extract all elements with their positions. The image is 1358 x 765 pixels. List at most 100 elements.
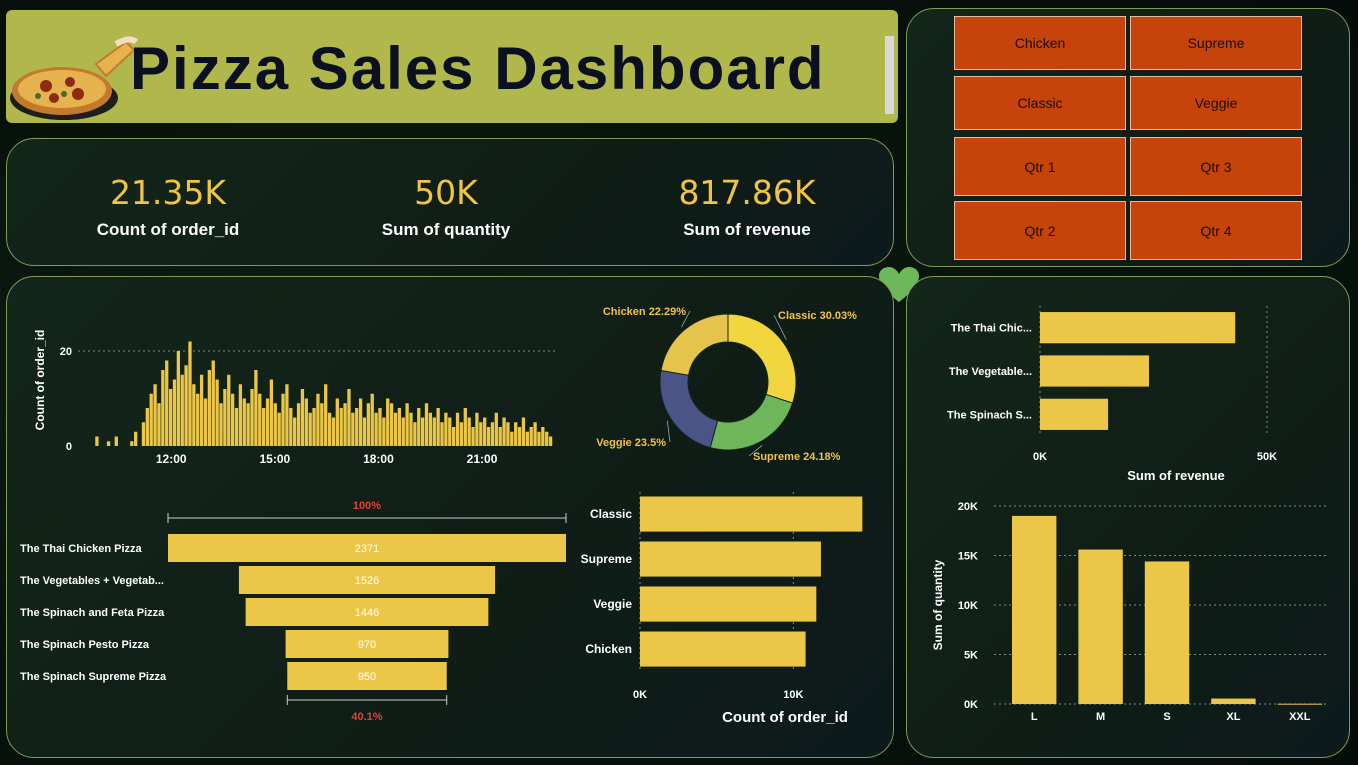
revenue-category-label: The Vegetable...: [949, 366, 1032, 378]
time-bar: [188, 341, 192, 446]
donut-slice-label: Chicken 22.29%: [603, 306, 686, 318]
side-chart-panel: [906, 276, 1350, 758]
funnel-bar: [287, 662, 447, 690]
time-bar: [308, 412, 312, 446]
time-bar: [401, 417, 405, 446]
slicer-supreme[interactable]: Supreme: [1130, 16, 1302, 70]
time-bar: [486, 427, 491, 446]
time-bar: [331, 417, 336, 446]
time-bar: [548, 436, 553, 446]
donut-leader-line: [681, 310, 691, 328]
time-bar: [324, 384, 328, 446]
time-bar: [382, 417, 386, 446]
time-bar: [149, 393, 153, 446]
donut-leader-line: [748, 445, 763, 457]
revenue-bar: [1040, 355, 1149, 387]
time-bar: [541, 427, 545, 446]
time-bar: [134, 431, 138, 446]
time-bar: [475, 412, 479, 446]
funnel-bottom-percent: 40.1%: [351, 711, 382, 723]
time-bar: [374, 412, 378, 446]
time-bar: [444, 412, 448, 446]
time-bar: [184, 365, 188, 446]
donut-slice-label: Veggie 23.5%: [596, 437, 666, 449]
time-bar: [498, 427, 502, 446]
time-bar: [471, 427, 475, 446]
time-bar: [424, 403, 429, 446]
time-bar: [254, 370, 258, 446]
time-bar: [289, 408, 293, 446]
time-bar: [467, 417, 471, 446]
time-bar: [358, 398, 363, 446]
orders-by-category-chart: 0K 10K Classic Supreme Veggie Chicken Count of…: [581, 492, 863, 726]
donut-slice: [709, 393, 794, 451]
time-bar: [196, 393, 200, 446]
time-bar: [502, 417, 506, 446]
time-bar: [215, 379, 219, 446]
top-pizza-funnel-chart: 100% 2371 The Thai Chicken Pizza 1526 The Ve…: [20, 500, 567, 723]
slicer-qtr-2[interactable]: Qtr 2: [954, 201, 1126, 260]
slicer-qtr-3[interactable]: Qtr 3: [1130, 137, 1302, 196]
donut-slice: [660, 313, 729, 376]
time-bar: [192, 384, 196, 446]
time-bar: [506, 422, 510, 446]
slicer-qtr-4[interactable]: Qtr 4: [1130, 201, 1302, 260]
funnel-value-label: 1526: [355, 575, 379, 587]
time-bar: [246, 403, 250, 446]
slicer-veggie[interactable]: Veggie: [1130, 76, 1302, 130]
time-bar: [393, 412, 398, 446]
category-label: Veggie: [593, 597, 632, 611]
slicer-chicken[interactable]: Chicken: [954, 16, 1126, 70]
size-bar: [1277, 703, 1322, 705]
time-bar: [479, 422, 483, 446]
time-bar: [211, 360, 215, 446]
slicer-classic[interactable]: Classic: [954, 76, 1126, 130]
time-bar: [510, 431, 514, 446]
donut-slice: [727, 313, 797, 404]
quantity-by-size-chart: 0K 5K 10K 15K 20K L M S XL XXL Sum of quantity: [931, 501, 1326, 723]
title-scrollbar[interactable]: [885, 36, 894, 114]
kpi-order-count: 21.35K Count of order_id: [38, 173, 298, 240]
funnel-value-label: 950: [358, 671, 376, 683]
size-label: XL: [1226, 711, 1240, 723]
time-bar: [304, 398, 308, 446]
y-tick-label: 0K: [964, 699, 978, 711]
time-bar: [455, 412, 460, 446]
time-bar: [273, 403, 277, 446]
x-tick-label: 12:00: [156, 452, 187, 466]
slicer-qtr-1[interactable]: Qtr 1: [954, 137, 1126, 196]
time-bar: [386, 398, 390, 446]
time-bar: [316, 393, 320, 446]
time-bar: [238, 384, 243, 446]
funnel-category-label: The Spinach Pesto Pizza: [20, 639, 150, 651]
time-bar: [362, 417, 367, 446]
category-label: Chicken: [585, 642, 632, 656]
time-bar: [347, 389, 351, 446]
time-bar: [409, 412, 413, 446]
size-label: XXL: [1289, 711, 1311, 723]
time-bar: [452, 427, 456, 446]
funnel-bar: [168, 534, 566, 562]
time-bar: [262, 408, 266, 446]
time-bar: [355, 408, 359, 446]
time-bar: [312, 408, 316, 446]
x-axis-title: Sum of revenue: [1127, 468, 1225, 483]
kpi-label: Sum of revenue: [683, 220, 811, 239]
kpi-revenue-sum: 817.86K Sum of revenue: [617, 173, 877, 240]
x-tick-label: 50K: [1257, 451, 1277, 463]
x-tick-label: 0K: [1033, 451, 1047, 463]
time-bar: [529, 427, 533, 446]
time-bar: [203, 398, 208, 446]
y-axis-title: Sum of quantity: [931, 559, 945, 650]
time-bar: [157, 403, 161, 446]
time-bar: [428, 412, 433, 446]
time-bar: [490, 422, 495, 446]
donut-leader-line: [773, 314, 787, 340]
time-bar: [494, 412, 498, 446]
revenue-bar: [1040, 398, 1109, 430]
revenue-category-label: The Thai Chic...: [951, 323, 1032, 335]
time-bar: [296, 403, 301, 446]
kpi-label: Count of order_id: [96, 220, 240, 239]
funnel-value-label: 970: [358, 639, 376, 651]
x-tick-label: 18:00: [363, 452, 394, 466]
